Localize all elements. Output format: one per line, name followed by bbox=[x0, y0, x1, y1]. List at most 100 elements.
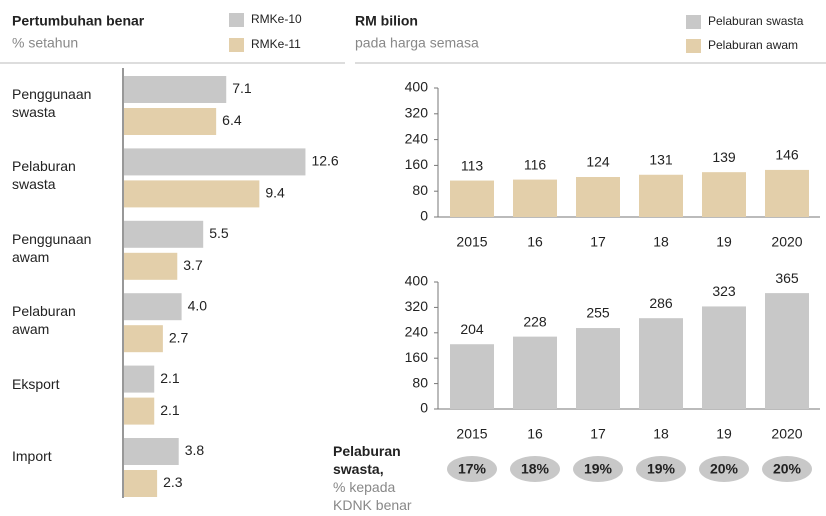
bar bbox=[124, 325, 163, 353]
bar bbox=[513, 179, 557, 217]
value-label: 3.8 bbox=[185, 442, 205, 458]
bar bbox=[576, 328, 620, 409]
bar bbox=[702, 172, 746, 217]
bar bbox=[124, 76, 227, 103]
x-tick-label: 18 bbox=[653, 234, 669, 250]
x-tick-label: 2015 bbox=[456, 426, 487, 442]
x-tick-label: 18 bbox=[653, 426, 669, 442]
value-label: 7.1 bbox=[232, 80, 252, 96]
share-ellipse bbox=[762, 456, 812, 482]
y-tick-label: 240 bbox=[405, 130, 429, 146]
bar bbox=[765, 293, 809, 409]
value-label: 131 bbox=[649, 151, 673, 167]
bar bbox=[124, 252, 178, 280]
value-label: 323 bbox=[712, 283, 736, 299]
bar bbox=[450, 180, 494, 217]
x-tick-label: 2020 bbox=[771, 426, 802, 442]
value-label: 2.7 bbox=[169, 329, 189, 345]
bar bbox=[765, 169, 809, 217]
value-label: 139 bbox=[712, 149, 736, 165]
share-ellipse bbox=[699, 456, 749, 482]
legend-label: Pelaburan swasta bbox=[708, 14, 804, 28]
bar bbox=[124, 365, 155, 393]
bar bbox=[124, 148, 306, 176]
bar bbox=[513, 336, 557, 409]
bar bbox=[702, 306, 746, 409]
bar bbox=[124, 220, 204, 248]
bar bbox=[450, 344, 494, 409]
share-label: 20% bbox=[710, 461, 739, 477]
category-label: Penggunaan awam bbox=[12, 230, 92, 265]
x-tick-label: 19 bbox=[716, 426, 732, 442]
share-ellipse bbox=[573, 456, 623, 482]
value-label: 116 bbox=[524, 156, 547, 172]
y-tick-label: 80 bbox=[412, 374, 428, 390]
category-label: Pelaburan awam bbox=[12, 303, 76, 338]
y-tick-label: 240 bbox=[405, 324, 429, 340]
value-label: 2.1 bbox=[160, 402, 180, 418]
share-label: 17% bbox=[458, 461, 487, 477]
value-label: 5.5 bbox=[209, 225, 229, 241]
share-label: 19% bbox=[647, 461, 676, 477]
value-label: 2.1 bbox=[160, 370, 180, 386]
legend-label: Pelaburan awam bbox=[708, 38, 798, 52]
value-label: 365 bbox=[775, 270, 799, 286]
title: Pertumbuhan benar bbox=[12, 13, 145, 29]
x-tick-label: 17 bbox=[590, 426, 606, 442]
value-label: 124 bbox=[586, 154, 610, 170]
value-label: 6.4 bbox=[222, 112, 242, 128]
x-tick-label: 17 bbox=[590, 234, 606, 250]
legend-label: RMKe-10 bbox=[251, 12, 302, 26]
y-tick-label: 80 bbox=[412, 182, 428, 198]
y-tick-label: 0 bbox=[420, 400, 428, 416]
value-label: 204 bbox=[460, 321, 484, 337]
share-label: 20% bbox=[773, 461, 802, 477]
bar bbox=[576, 177, 620, 217]
title: RM bilion bbox=[355, 13, 418, 29]
y-tick-label: 160 bbox=[405, 349, 429, 365]
bar bbox=[639, 174, 683, 217]
y-tick-label: 320 bbox=[405, 105, 429, 121]
value-label: 9.4 bbox=[265, 185, 285, 201]
bar bbox=[639, 318, 683, 409]
value-label: 146 bbox=[775, 147, 799, 163]
value-label: 255 bbox=[586, 305, 610, 321]
bar bbox=[124, 470, 158, 497]
subtitle: % setahun bbox=[12, 35, 78, 51]
y-tick-label: 160 bbox=[405, 156, 429, 172]
share-label: 18% bbox=[521, 461, 550, 477]
subtitle: pada harga semasa bbox=[355, 35, 479, 51]
y-tick-label: 400 bbox=[405, 273, 429, 289]
x-tick-label: 16 bbox=[527, 234, 543, 250]
value-label: 2.3 bbox=[163, 474, 183, 490]
share-ellipse bbox=[510, 456, 560, 482]
category-label: Penggunaan swasta bbox=[12, 86, 92, 120]
legend-swatch bbox=[229, 13, 244, 27]
share-ellipse bbox=[636, 456, 686, 482]
value-label: 12.6 bbox=[311, 153, 338, 169]
value-label: 228 bbox=[523, 313, 547, 329]
y-tick-label: 400 bbox=[405, 79, 429, 95]
x-tick-label: 2020 bbox=[771, 234, 802, 250]
category-label: Pelaburan swasta bbox=[12, 158, 76, 193]
bar bbox=[124, 293, 182, 321]
y-tick-label: 320 bbox=[405, 298, 429, 314]
legend-swatch bbox=[229, 38, 244, 52]
value-label: 113 bbox=[461, 157, 484, 173]
legend-swatch bbox=[686, 15, 701, 29]
share-ellipse bbox=[447, 456, 497, 482]
legend-swatch bbox=[686, 39, 701, 53]
bar bbox=[124, 180, 260, 208]
bar bbox=[124, 108, 217, 135]
value-label: 4.0 bbox=[188, 297, 208, 313]
bar bbox=[124, 397, 155, 425]
value-label: 3.7 bbox=[183, 257, 203, 273]
share-label: 19% bbox=[584, 461, 613, 477]
bar bbox=[124, 438, 179, 465]
category-label: Eksport bbox=[12, 375, 60, 392]
x-tick-label: 16 bbox=[527, 426, 543, 442]
value-label: 286 bbox=[649, 295, 673, 311]
legend-label: RMKe-11 bbox=[251, 37, 301, 51]
